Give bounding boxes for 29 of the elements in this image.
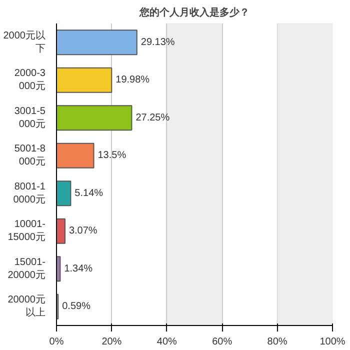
data-label: 3.07% <box>68 226 98 237</box>
bar <box>56 180 72 206</box>
y-tick-label: 5001-8000元 <box>14 144 46 168</box>
bar <box>56 105 132 131</box>
y-tick-label: 3001-5000元 <box>14 106 46 130</box>
data-label: 29.13% <box>140 36 175 48</box>
chart-title: 您的个人月收入是多少？ <box>138 6 250 18</box>
bar <box>56 142 94 168</box>
y-tick-label: 15001-20000元 <box>8 256 46 281</box>
data-label: 27.25% <box>136 112 170 124</box>
data-label: 1.34% <box>64 263 93 274</box>
x-tick-label: 80% <box>267 336 288 348</box>
x-tick-label: 60% <box>212 336 232 348</box>
bar <box>56 30 138 56</box>
data-label: 19.98% <box>116 74 150 86</box>
data-label: 5.14% <box>74 188 104 199</box>
bar <box>56 218 66 244</box>
y-tick-label: 2000-3000元 <box>14 68 46 92</box>
y-tick-label: 2000元以下 <box>3 29 46 54</box>
data-label: 0.59% <box>62 301 91 312</box>
y-tick-label: 8001-10000元 <box>13 181 46 206</box>
x-tick-label: 100% <box>320 336 346 348</box>
y-tick-label: 10001-15000元 <box>8 219 46 244</box>
data-label: 13.5% <box>98 150 126 162</box>
x-tick-label: 40% <box>156 336 178 348</box>
x-tick-label: 20% <box>102 336 122 348</box>
bar <box>56 67 112 93</box>
y-tick-label: 20000元以上 <box>8 294 46 319</box>
x-tick-label: 0% <box>49 336 64 348</box>
